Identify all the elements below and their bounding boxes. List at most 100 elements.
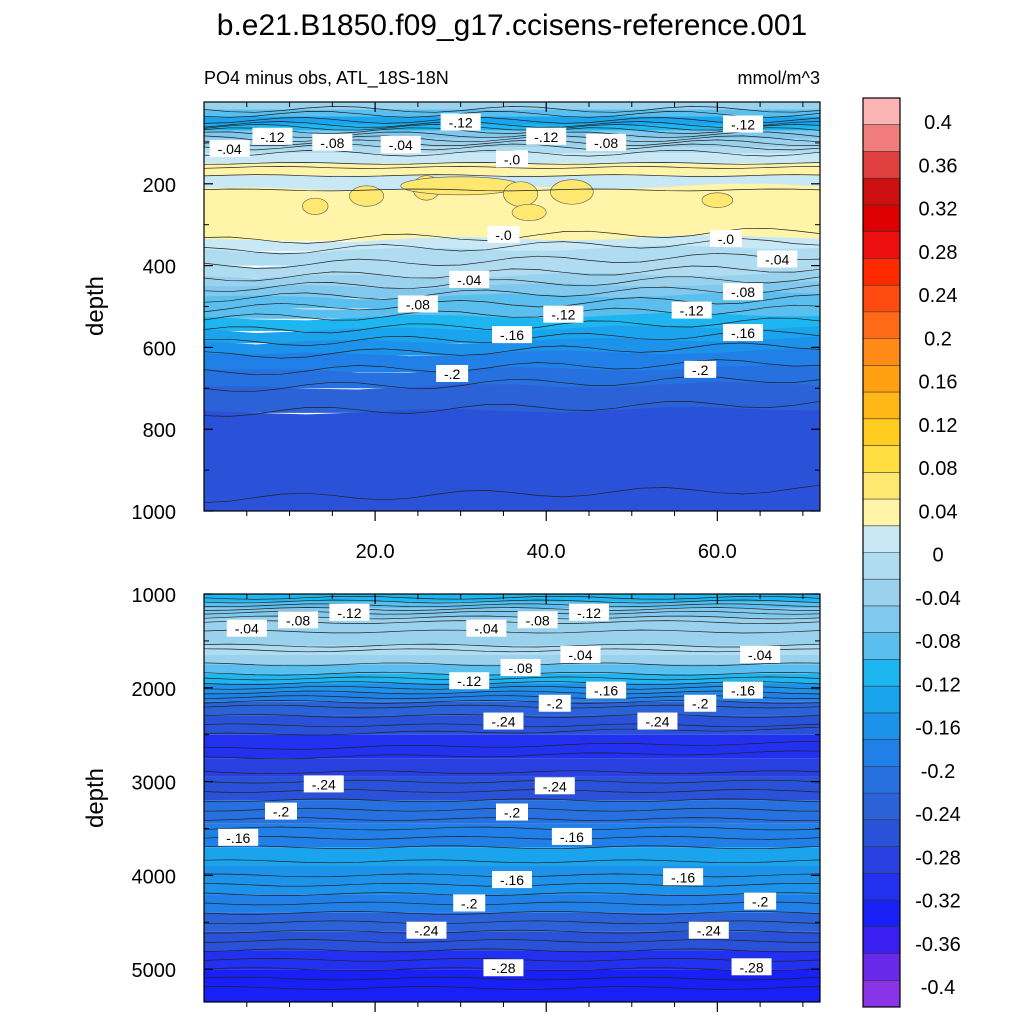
upper-y-tick-label: 200 bbox=[143, 175, 176, 197]
lower-contour-line bbox=[203, 685, 821, 690]
svg-text:-.04: -.04 bbox=[389, 137, 413, 153]
upper-panel: -.12 -.12 -.08 -.04 -.04 -.12 -.08 -.0 -.12 -.0 -.… bbox=[82, 101, 821, 563]
colorbar-label: 0.04 bbox=[919, 501, 958, 523]
svg-text:-.16: -.16 bbox=[731, 683, 755, 699]
svg-text:-.24: -.24 bbox=[645, 714, 669, 730]
colorbar-label: 0.32 bbox=[919, 199, 958, 221]
lower-contour-band bbox=[204, 912, 820, 932]
upper-contour-label: -.12 bbox=[543, 305, 584, 323]
svg-text:-.04: -.04 bbox=[457, 272, 481, 288]
svg-text:-.16: -.16 bbox=[594, 683, 618, 699]
upper-contour-band bbox=[204, 163, 820, 176]
lower-contour-band bbox=[204, 734, 820, 759]
svg-text:-.04: -.04 bbox=[218, 141, 242, 157]
upper-contour-label: -.04 bbox=[209, 140, 250, 158]
lower-contour-line bbox=[203, 681, 821, 685]
upper-y-tick-label: 600 bbox=[143, 338, 176, 360]
svg-text:-.2: -.2 bbox=[461, 896, 478, 912]
colorbar-label: 0.12 bbox=[919, 415, 958, 437]
colorbar-label: -0.32 bbox=[915, 891, 961, 913]
lower-contour-label: -.2 bbox=[684, 694, 717, 712]
upper-x-tick-label: 20.0 bbox=[356, 541, 395, 563]
lower-contour-label: -.24 bbox=[483, 712, 524, 730]
colorbar-swatch bbox=[863, 392, 900, 420]
lower-contour-label: -.28 bbox=[731, 958, 772, 976]
svg-text:-.0: -.0 bbox=[504, 151, 521, 167]
svg-text:-.16: -.16 bbox=[560, 829, 584, 845]
upper-contour-label: -.04 bbox=[757, 250, 798, 268]
svg-text:-.04: -.04 bbox=[748, 647, 772, 663]
colorbar-swatch bbox=[863, 472, 900, 500]
colorbar: 0.4 0.36 0.32 0.28 0.24 0.2 0.16 0.12 0.08 0.04 0 -… bbox=[862, 97, 961, 1008]
lower-contour-line bbox=[203, 607, 821, 611]
upper-contour-label: -.12 bbox=[723, 115, 763, 133]
colorbar-swatch bbox=[863, 418, 900, 446]
lower-plot-frame bbox=[203, 593, 821, 1003]
svg-text:-.12: -.12 bbox=[551, 307, 575, 323]
upper-contour-label: -.12 bbox=[252, 127, 293, 145]
upper-contour-band bbox=[204, 102, 820, 110]
upper-contour-line bbox=[203, 484, 821, 504]
colorbar-swatch bbox=[863, 311, 900, 339]
lower-contour-label: -.24 bbox=[688, 921, 729, 939]
colorbar-label: 0.4 bbox=[924, 112, 952, 134]
lower-contour-label: -.24 bbox=[637, 712, 678, 730]
svg-text:-.2: -.2 bbox=[692, 362, 709, 378]
colorbar-swatch bbox=[863, 365, 900, 393]
lower-contour-label: -.2 bbox=[496, 803, 528, 821]
lower-contour-fill bbox=[204, 594, 820, 1002]
lower-contour-line bbox=[203, 700, 821, 704]
upper-contour-band bbox=[204, 124, 820, 131]
svg-text:-.12: -.12 bbox=[457, 673, 481, 689]
colorbar-label: 0.36 bbox=[919, 155, 958, 177]
colorbar-label: 0.28 bbox=[919, 242, 958, 264]
upper-contour-label: -.08 bbox=[723, 283, 763, 301]
colorbar-label: 0 bbox=[932, 545, 943, 567]
svg-text:-.08: -.08 bbox=[526, 612, 550, 628]
colorbar-swatch bbox=[863, 846, 900, 874]
svg-text:-.04: -.04 bbox=[568, 647, 592, 663]
colorbar-swatch bbox=[863, 900, 900, 928]
colorbar-swatch bbox=[863, 499, 900, 527]
lower-contour-label: -.24 bbox=[303, 775, 344, 793]
upper-contour-line bbox=[203, 284, 821, 303]
colorbar-label: -0.24 bbox=[915, 804, 961, 826]
lower-contour-label: -.2 bbox=[453, 894, 486, 912]
lower-contour-label: -.24 bbox=[534, 777, 575, 795]
upper-y-axis-label: depth bbox=[82, 276, 109, 336]
colorbar-label: 0.16 bbox=[919, 372, 958, 394]
lower-contour-label: -.08 bbox=[278, 611, 319, 629]
figure-title: b.e21.B1850.f09_g17.ccisens-reference.00… bbox=[217, 9, 807, 42]
lower-contour-label: -.28 bbox=[483, 959, 524, 977]
svg-text:-.12: -.12 bbox=[534, 129, 558, 145]
svg-text:-.24: -.24 bbox=[543, 778, 567, 794]
upper-contour-band bbox=[204, 348, 820, 372]
upper-contour-line bbox=[203, 401, 821, 417]
lower-contour-label: -.04 bbox=[740, 645, 781, 663]
units-label: mmol/m^3 bbox=[738, 68, 820, 88]
svg-text:-.2: -.2 bbox=[752, 894, 769, 910]
colorbar-swatch bbox=[863, 204, 900, 232]
upper-contour-line bbox=[203, 304, 821, 321]
lower-contour-label: -.16 bbox=[586, 681, 627, 699]
upper-contour-band bbox=[204, 407, 820, 511]
upper-contour-line bbox=[203, 121, 821, 128]
upper-contour-label: -.04 bbox=[449, 270, 490, 288]
svg-text:-.2: -.2 bbox=[273, 804, 290, 820]
lower-contour-line bbox=[203, 901, 821, 906]
upper-contour-label: -.08 bbox=[586, 133, 627, 151]
svg-text:-.12: -.12 bbox=[680, 303, 704, 319]
lower-contour-band bbox=[204, 692, 820, 702]
colorbar-label: -0.12 bbox=[915, 674, 961, 696]
upper-contour-line bbox=[203, 166, 821, 169]
upper-contour-band bbox=[204, 146, 820, 154]
upper-y-tick-label: 400 bbox=[143, 257, 176, 279]
upper-contour-label: -.0 bbox=[487, 225, 520, 243]
lower-panel: -.12 -.08 -.04 -.04 -.08 -.12 -.04 -.08 -.04 -.12… bbox=[82, 585, 821, 1012]
svg-text:-.0: -.0 bbox=[718, 231, 735, 247]
lower-contour-label: -.2 bbox=[265, 802, 297, 820]
upper-contour-label: -.16 bbox=[723, 324, 763, 342]
lower-contour-label: -.08 bbox=[500, 659, 541, 677]
lower-contour-label: -.04 bbox=[226, 619, 267, 637]
colorbar-swatch bbox=[863, 285, 900, 313]
